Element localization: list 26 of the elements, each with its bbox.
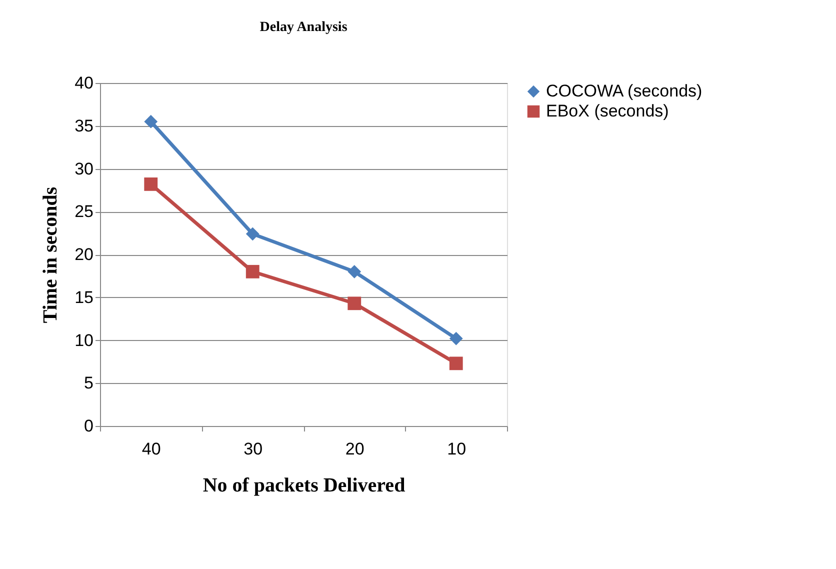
y-tick-label: 25 [74, 202, 94, 222]
y-tick-label: 0 [84, 416, 94, 436]
x-tick-label: 10 [447, 440, 466, 458]
x-axis-title: No of packets Delivered [202, 474, 406, 496]
y-tick-label: 10 [74, 330, 94, 350]
y-tick-label: 15 [74, 288, 94, 307]
point [144, 114, 158, 128]
y-tick-label: 30 [74, 159, 94, 178]
y-tick-label: 20 [74, 245, 94, 264]
point [144, 177, 158, 191]
x-tick-label: 30 [244, 440, 263, 458]
chart-title: Delay Analysis [260, 20, 348, 35]
point [348, 296, 362, 310]
y-axis-title: Time in seconds [40, 186, 62, 324]
point [348, 264, 362, 278]
x-tick-label: 20 [345, 440, 364, 458]
point [449, 356, 463, 370]
legend-label: EBoX (seconds) [546, 102, 669, 120]
x-tick-label: 40 [142, 440, 161, 458]
y-tick-label: 40 [74, 74, 94, 92]
y-tick-label: 35 [74, 116, 94, 136]
point [449, 332, 463, 346]
y-tick-label: 5 [84, 374, 94, 393]
point [246, 264, 260, 278]
point [246, 227, 260, 241]
legend-label: COCOWA (seconds) [546, 82, 702, 100]
